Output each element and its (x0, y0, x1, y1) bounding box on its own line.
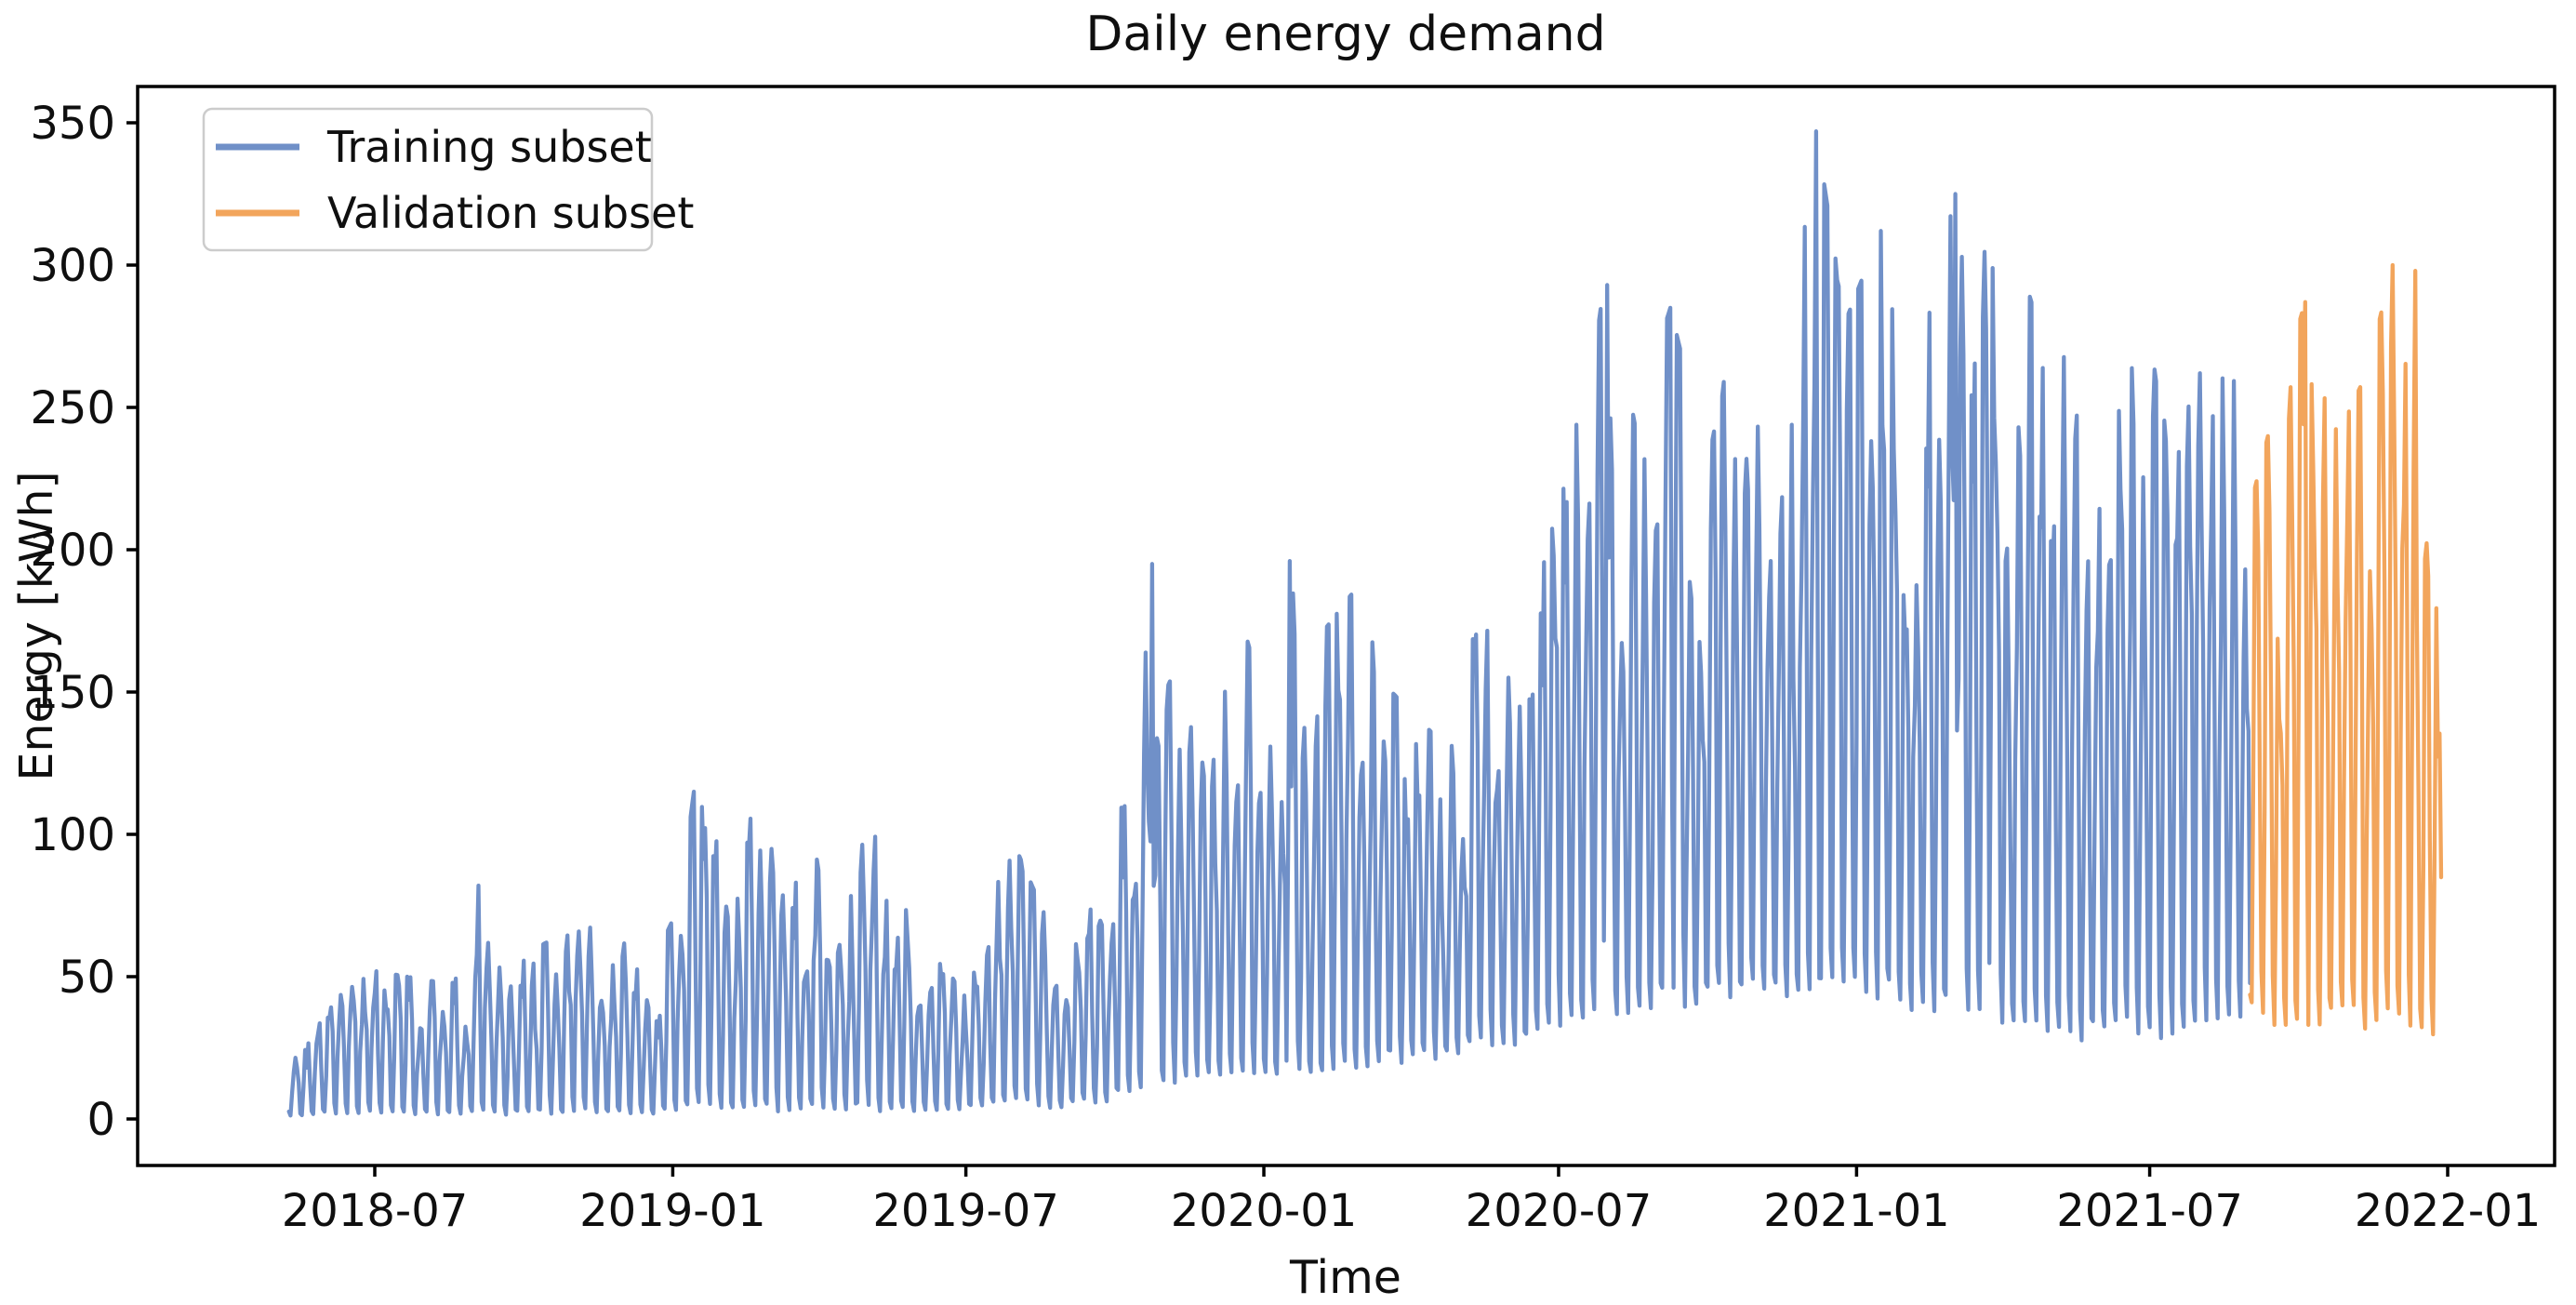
y-tick-label: 50 (59, 952, 115, 1004)
y-tick-label: 300 (30, 240, 115, 292)
x-axis-label: Time (1289, 1251, 1401, 1304)
y-axis-label: Energy [kWh] (10, 471, 63, 780)
x-tick-label: 2019-01 (579, 1185, 766, 1237)
x-tick-label: 2021-01 (1763, 1185, 1950, 1237)
legend: Training subset Validation subset (202, 107, 694, 252)
legend-label-validation: Validation subset (327, 188, 694, 238)
x-tick-label: 2019-07 (872, 1185, 1059, 1237)
x-tick-label: 2020-01 (1171, 1185, 1358, 1237)
validation-series-line (2248, 262, 2444, 1037)
axes-box (136, 85, 2556, 1167)
x-tick-label: 2021-07 (2056, 1185, 2243, 1237)
x-axis: 2018-07 2019-01 2019-07 2020-01 2020-07 2021-… (282, 1165, 2542, 1237)
legend-box (202, 107, 654, 252)
y-tick-label: 250 (30, 382, 115, 434)
legend-label-training: Training subset (326, 122, 652, 172)
y-tick-label: 100 (30, 809, 115, 861)
x-tick-label: 2020-07 (1466, 1185, 1653, 1237)
y-tick-label: 0 (86, 1094, 115, 1146)
plot-series (286, 129, 2444, 1118)
y-tick-label: 150 (30, 667, 115, 719)
chart-title: Daily energy demand (1085, 7, 1605, 62)
x-tick-label: 2018-07 (282, 1185, 469, 1237)
x-tick-label: 2022-01 (2355, 1185, 2542, 1237)
y-tick-label: 350 (30, 98, 115, 150)
y-axis: 0 50 100 150 200 250 300 350 (30, 98, 138, 1146)
training-series-line (286, 129, 2252, 1118)
y-tick-label: 200 (30, 525, 115, 577)
